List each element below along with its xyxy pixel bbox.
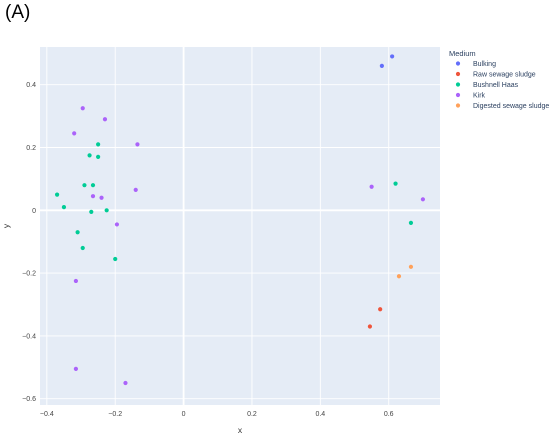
legend-entry: Bushnell Haas	[473, 82, 519, 89]
x-axis-title: x	[238, 425, 243, 435]
y-tick-label: 0.4	[26, 82, 36, 89]
legend-entry: Raw sewage sludge	[473, 72, 536, 79]
data-point	[99, 195, 104, 200]
data-point	[396, 274, 402, 279]
legend-marker	[455, 71, 461, 77]
x-tick-label: 0.6	[384, 411, 394, 418]
x-tick-label: 0.4	[315, 411, 325, 418]
legend-entry: Bulking	[473, 61, 496, 68]
data-point	[408, 220, 414, 225]
y-axis-title: y	[1, 223, 11, 228]
legend-marker	[455, 61, 461, 66]
data-point	[367, 324, 373, 329]
legend-marker	[455, 92, 461, 98]
x-tick-label: −0.2	[108, 411, 122, 418]
data-point	[114, 222, 120, 227]
data-point	[369, 184, 374, 189]
legend-marker	[455, 103, 461, 108]
data-point	[102, 117, 108, 122]
data-point	[113, 256, 118, 262]
legend-entry: Digested sewage sludge	[473, 103, 549, 110]
y-tick-label: −0.2	[22, 271, 36, 278]
plot-background	[40, 47, 440, 405]
data-point	[80, 106, 85, 111]
data-point	[420, 197, 426, 202]
axis-ticks: −0.4 −0.2 0 0.2 0.4 0.6 0.4 0.2 0 −0.2 −0.4 −0.6	[22, 82, 394, 418]
x-tick-label: 0	[182, 411, 186, 418]
x-tick-label: 0.2	[247, 411, 257, 418]
legend-title: Medium	[449, 49, 476, 58]
data-point	[73, 278, 78, 284]
data-point	[75, 230, 80, 235]
data-point	[90, 183, 96, 188]
y-tick-label: −0.6	[22, 396, 36, 403]
x-tick-label: −0.4	[40, 411, 54, 418]
data-point	[90, 194, 96, 199]
data-points	[54, 54, 426, 386]
data-point	[80, 245, 85, 251]
data-point	[133, 187, 138, 192]
panel-label: (A)	[5, 2, 31, 23]
data-point	[408, 264, 414, 269]
data-point	[379, 63, 384, 68]
data-point	[73, 366, 78, 371]
data-point	[135, 142, 140, 147]
y-tick-label: 0.2	[26, 145, 36, 152]
data-point	[72, 131, 77, 136]
y-tick-label: −0.4	[22, 333, 36, 340]
data-point	[54, 192, 60, 197]
data-point	[123, 380, 128, 386]
data-point	[61, 205, 67, 210]
data-point	[104, 208, 109, 213]
data-point	[393, 181, 398, 186]
data-point	[87, 153, 92, 158]
data-point	[89, 209, 94, 214]
legend-entry: Kirk	[473, 93, 486, 100]
data-point	[390, 54, 395, 59]
data-point	[96, 154, 101, 160]
y-tick-label: 0	[32, 208, 36, 215]
legend-marker	[455, 82, 461, 87]
data-point	[378, 307, 383, 312]
legend: Medium Bulking Raw sewage sludge Bushnell …	[449, 49, 549, 110]
data-point	[96, 142, 101, 147]
data-point	[82, 183, 87, 188]
